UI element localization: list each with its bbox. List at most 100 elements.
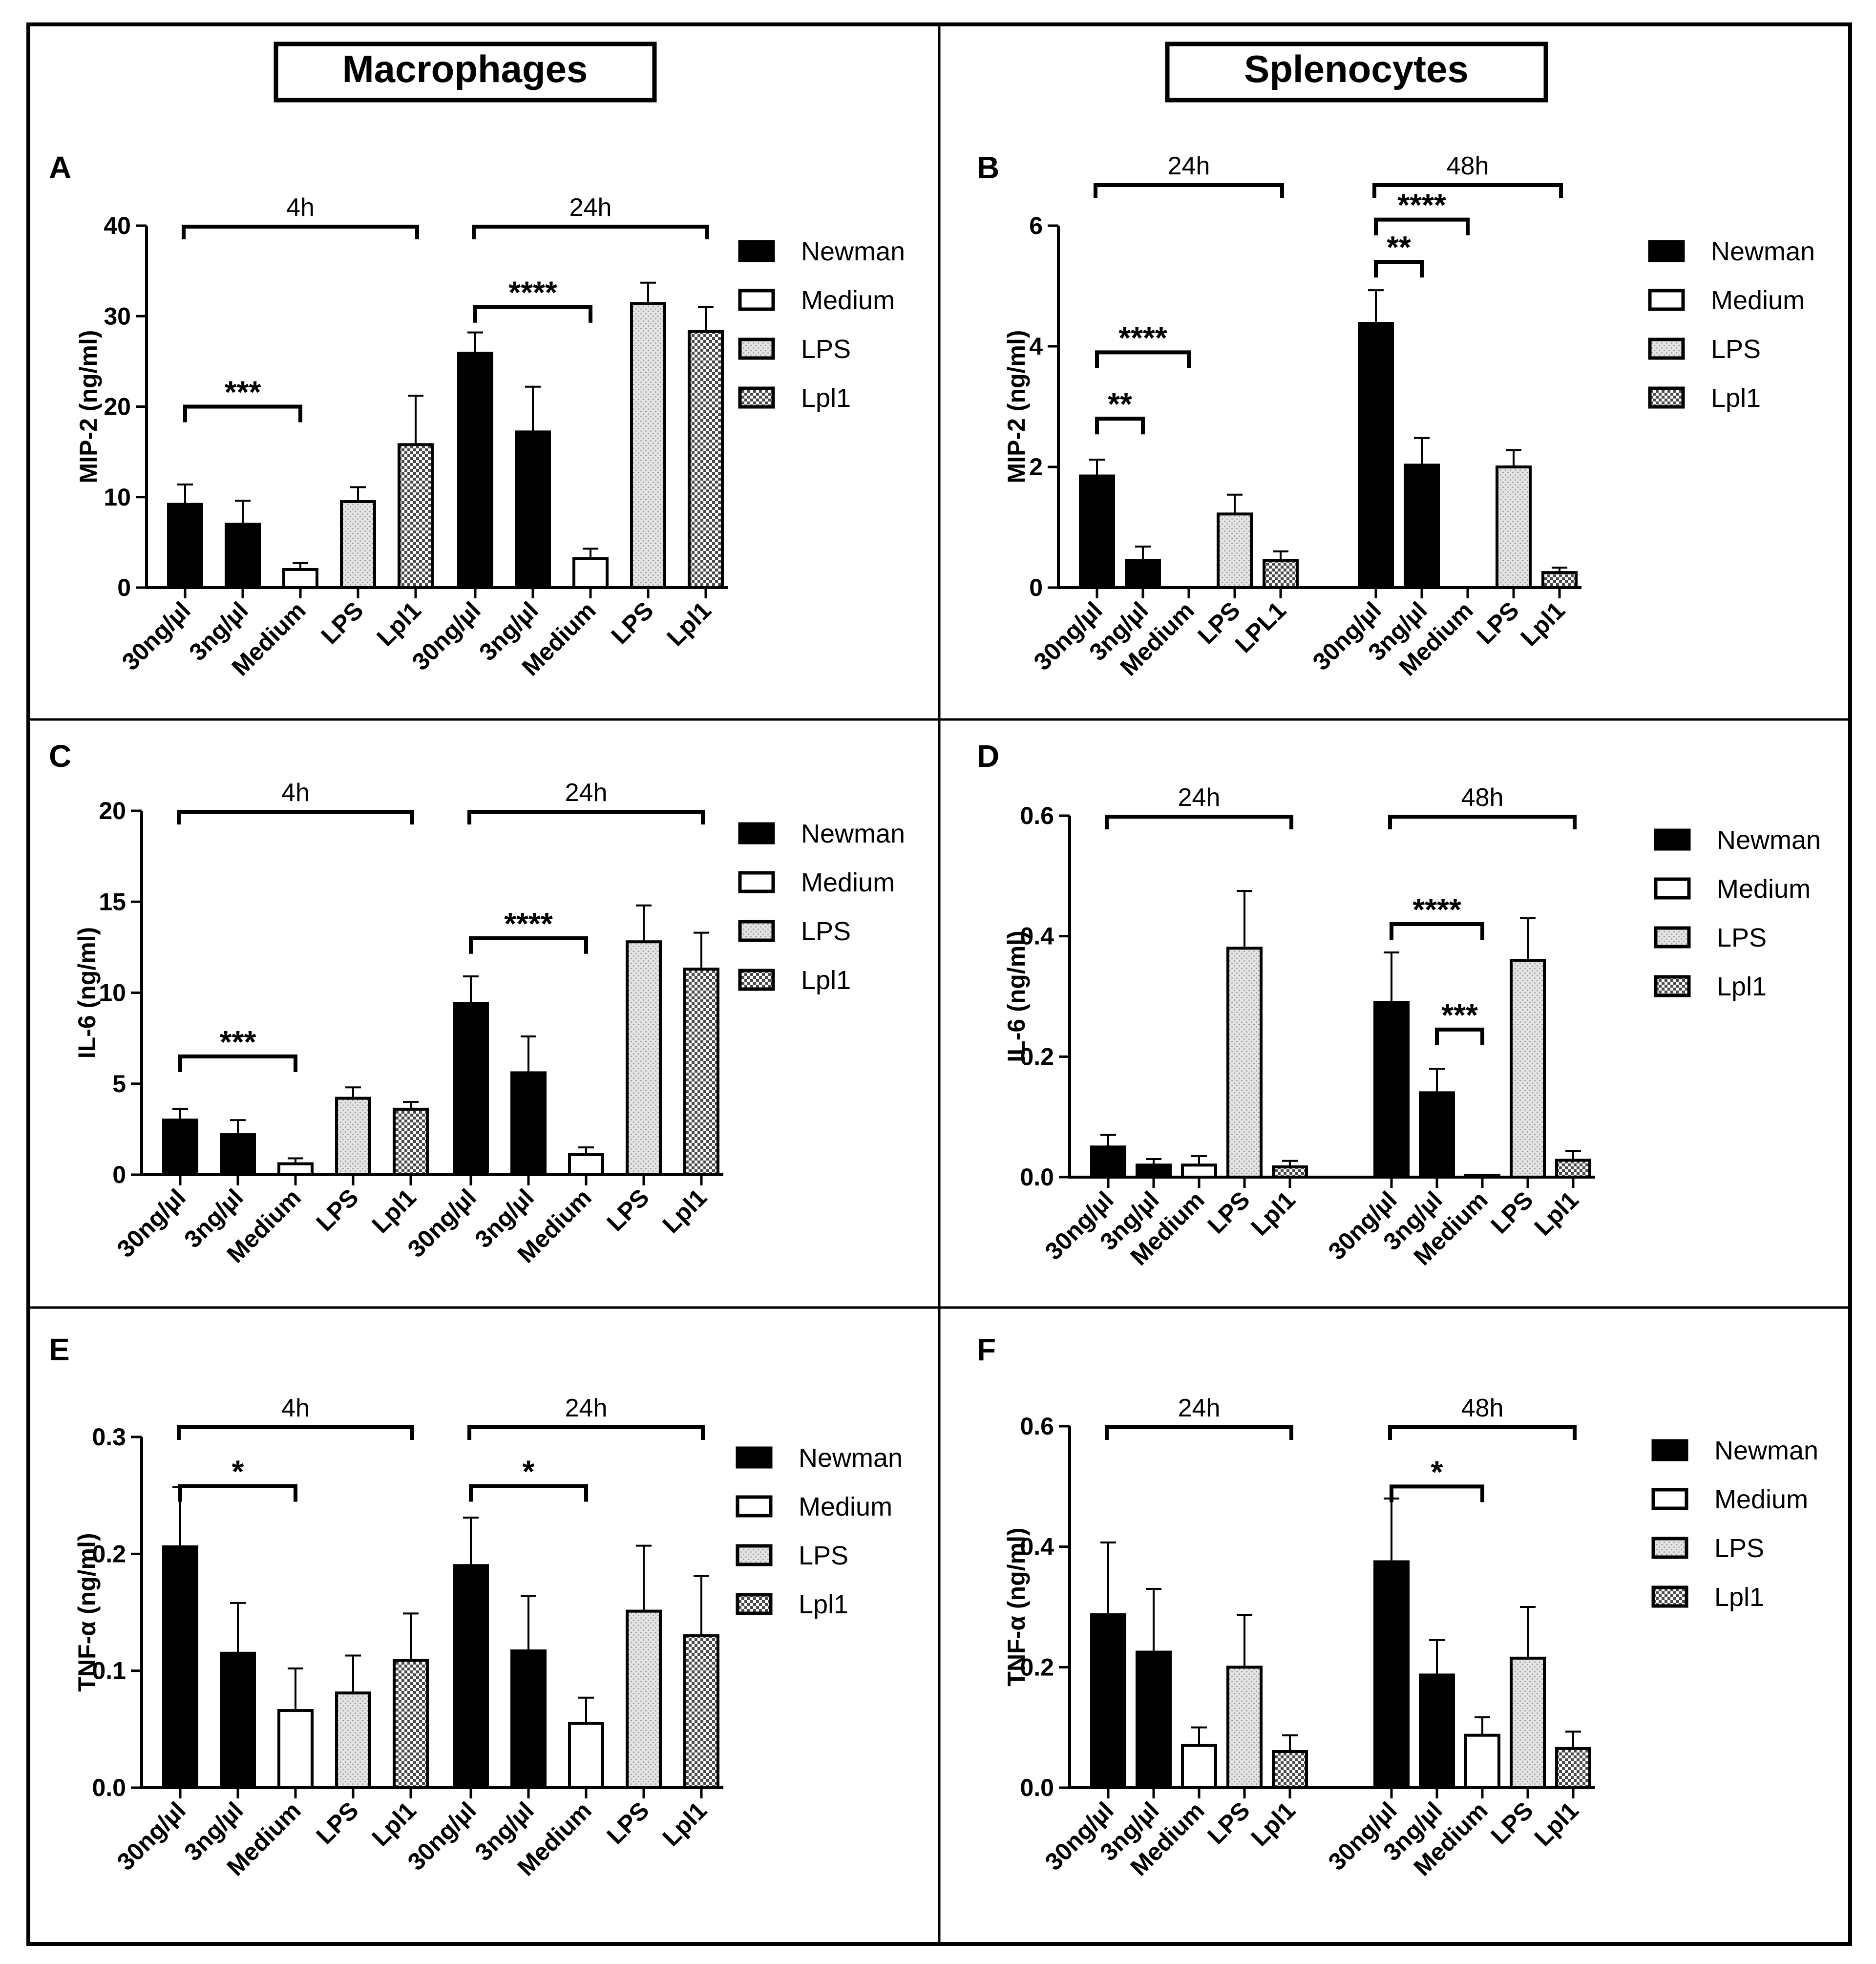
x-category-label: LPS xyxy=(311,1183,363,1236)
group-label: 24h xyxy=(565,1394,608,1422)
legend-label: Lpl1 xyxy=(1714,1583,1764,1612)
group-bracket xyxy=(1094,183,1284,198)
bar-newman xyxy=(515,430,551,589)
y-tick-label: 20 xyxy=(104,393,131,421)
significance-label: **** xyxy=(508,275,557,310)
legend-label: LPS xyxy=(1711,335,1761,364)
legend-swatch-newman xyxy=(1651,1439,1688,1461)
bar-lps xyxy=(1510,1656,1546,1789)
bar-newman xyxy=(167,503,203,589)
x-category-label: 30ng/µl xyxy=(402,1796,482,1876)
significance-label: **** xyxy=(504,906,553,941)
y-tick-label: 30 xyxy=(104,302,131,330)
significance-label: **** xyxy=(1397,188,1446,223)
bar-newman xyxy=(1090,1145,1126,1179)
bar-lps xyxy=(1496,465,1532,589)
legend-label: Newman xyxy=(799,1443,903,1473)
x-category-label: Lpl1 xyxy=(661,596,716,651)
legend-swatch-lps xyxy=(1648,338,1685,360)
bar-newman xyxy=(1136,1650,1172,1789)
legend-label: Medium xyxy=(801,286,895,315)
bar-newman xyxy=(162,1119,198,1176)
bar-newman xyxy=(1136,1163,1172,1179)
bar-lpl1 xyxy=(683,968,719,1176)
significance-bracket xyxy=(1390,1484,1484,1502)
legend-label: Medium xyxy=(801,868,895,897)
bar-medium xyxy=(568,1153,604,1176)
legend-swatch-lpl1 xyxy=(738,969,775,991)
legend-label: Medium xyxy=(1714,1485,1808,1514)
legend-swatch-medium xyxy=(738,871,775,893)
x-category-label: LPS xyxy=(1485,1796,1538,1849)
y-tick-label: 2 xyxy=(1029,453,1043,481)
column-title-text: Splenocytes xyxy=(1244,47,1469,90)
bar-newman xyxy=(453,1564,489,1789)
legend-swatch-medium xyxy=(1648,289,1685,311)
significance-bracket xyxy=(178,1054,297,1072)
group-label: 24h xyxy=(1178,1394,1221,1422)
y-axis-label: TNF-α (ng/ml) xyxy=(1003,1527,1030,1686)
x-category-label: LPS xyxy=(1202,1796,1255,1849)
legend-label: Newman xyxy=(801,819,905,848)
bar-lpl1 xyxy=(1541,571,1578,589)
bar-lpl1 xyxy=(1272,1165,1308,1179)
panel-letter: A xyxy=(49,150,71,185)
group-bracket xyxy=(182,225,419,239)
panel-letter: B xyxy=(977,150,999,185)
legend-label: LPS xyxy=(801,335,851,364)
significance-label: **** xyxy=(1412,892,1461,927)
legend-swatch-lps xyxy=(738,338,775,360)
bar-newman xyxy=(1419,1091,1455,1179)
legend-swatch-medium xyxy=(1654,877,1691,900)
significance-label: ** xyxy=(1108,386,1132,422)
legend-swatch-lpl1 xyxy=(736,1593,773,1615)
bar-lps xyxy=(630,302,666,589)
bar-newman xyxy=(453,1002,489,1177)
x-category-label: 30ng/µl xyxy=(112,1183,191,1263)
group-label: 4h xyxy=(286,193,315,222)
bar-lps xyxy=(1226,1666,1263,1789)
legend-label: Lpl1 xyxy=(801,966,851,995)
group-bracket xyxy=(1388,1425,1577,1440)
group-bracket xyxy=(1388,815,1577,829)
group-bracket xyxy=(467,810,705,824)
bar-lps xyxy=(626,940,662,1176)
y-tick-label: 0 xyxy=(117,574,131,601)
bar-medium xyxy=(568,1722,604,1790)
panel-letter: E xyxy=(49,1332,70,1367)
legend-swatch-lps xyxy=(1654,926,1691,949)
bar-lps xyxy=(626,1609,662,1790)
x-category-label: LPS xyxy=(311,1796,363,1849)
significance-label: * xyxy=(523,1454,535,1489)
group-label: 4h xyxy=(281,779,310,807)
legend-swatch-lpl1 xyxy=(738,386,775,409)
bar-medium xyxy=(277,1162,314,1176)
y-tick-label: 10 xyxy=(104,484,131,511)
significance-label: *** xyxy=(1441,997,1478,1033)
x-category-label: Lpl1 xyxy=(366,1183,421,1238)
legend-swatch-newman xyxy=(738,240,775,262)
x-category-label: 30ng/µl xyxy=(117,596,196,676)
bar-lps xyxy=(340,500,376,589)
x-category-label: Lpl1 xyxy=(1529,1796,1583,1851)
y-axis-label: MIP-2 (ng/ml) xyxy=(1003,330,1030,484)
y-tick-label: 15 xyxy=(99,888,126,915)
legend-label: Lpl1 xyxy=(1717,972,1767,1001)
bar-newman xyxy=(510,1071,547,1176)
y-axis-label: IL-6 (ng/ml) xyxy=(1003,930,1030,1062)
bar-lpl1 xyxy=(1263,559,1299,590)
y-tick-label: 5 xyxy=(112,1070,126,1098)
x-category-label: 30ng/µl xyxy=(112,1796,191,1876)
group-label: 24h xyxy=(1178,783,1221,812)
y-tick-label: 40 xyxy=(104,212,131,239)
group-bracket xyxy=(177,1425,414,1440)
x-category-label: Lpl1 xyxy=(1245,1796,1300,1851)
significance-bracket xyxy=(1095,350,1191,368)
legend-swatch-medium xyxy=(1651,1488,1688,1510)
x-category-label: Lpl1 xyxy=(366,1796,421,1851)
significance-bracket xyxy=(1435,1027,1484,1045)
